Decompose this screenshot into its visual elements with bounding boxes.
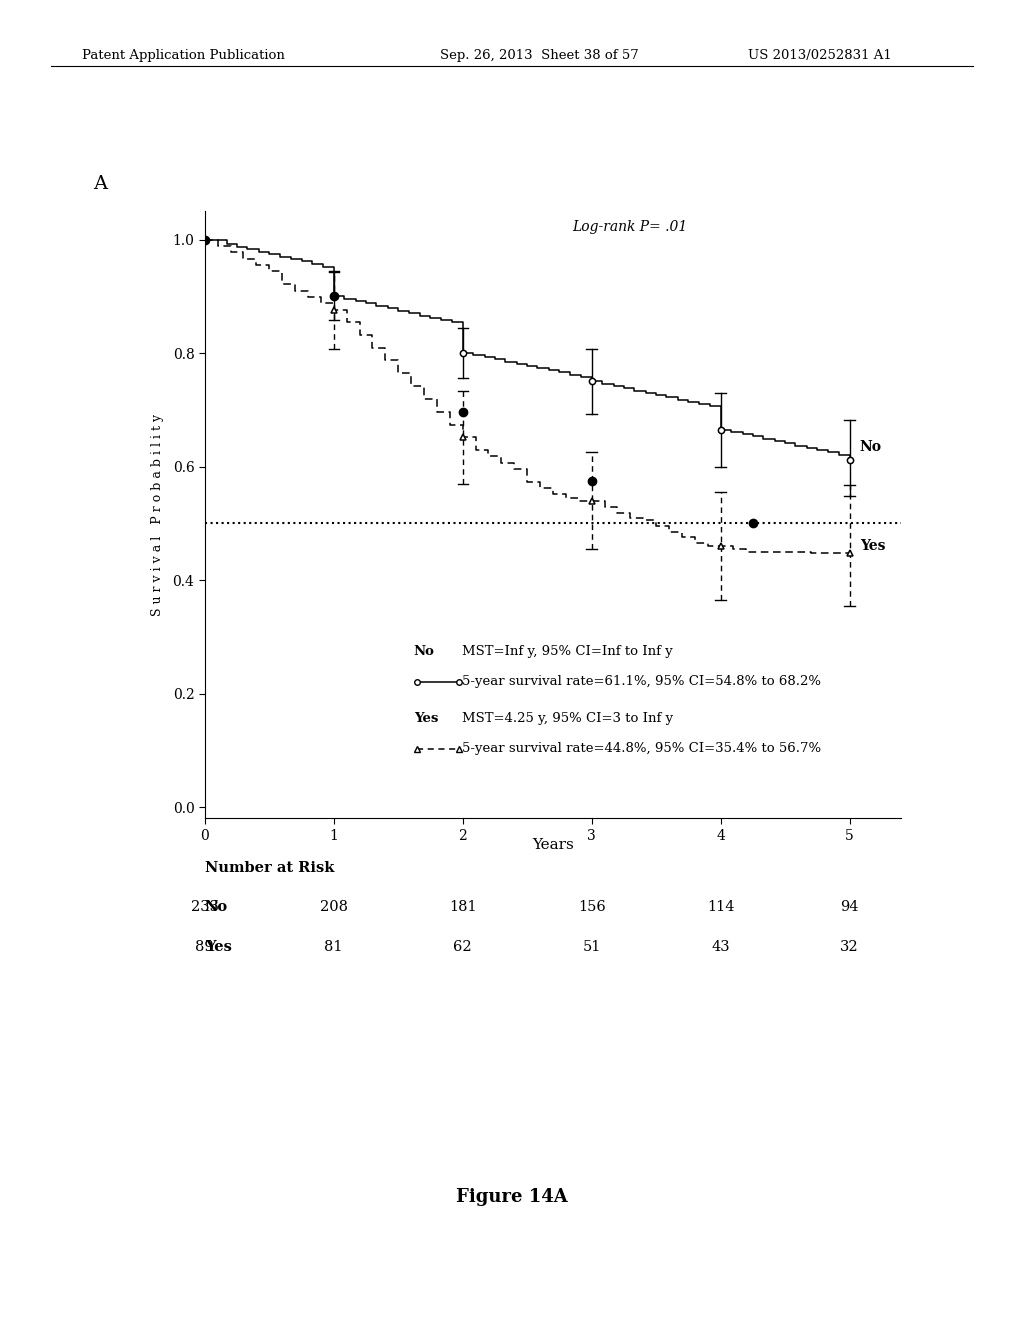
Text: 89: 89: [196, 940, 214, 954]
Text: Yes: Yes: [414, 713, 438, 725]
Text: No: No: [860, 440, 882, 454]
Text: 233: 233: [190, 900, 219, 915]
Text: 5-year survival rate=61.1%, 95% CI=54.8% to 68.2%: 5-year survival rate=61.1%, 95% CI=54.8%…: [463, 676, 821, 688]
Text: 208: 208: [319, 900, 348, 915]
Text: Number at Risk: Number at Risk: [205, 861, 334, 875]
Text: 5-year survival rate=44.8%, 95% CI=35.4% to 56.7%: 5-year survival rate=44.8%, 95% CI=35.4%…: [463, 742, 821, 755]
Text: Figure 14A: Figure 14A: [456, 1188, 568, 1206]
Text: 62: 62: [454, 940, 472, 954]
Text: Patent Application Publication: Patent Application Publication: [82, 49, 285, 62]
Text: 51: 51: [583, 940, 601, 954]
Text: 81: 81: [325, 940, 343, 954]
Text: MST=4.25 y, 95% CI=3 to Inf y: MST=4.25 y, 95% CI=3 to Inf y: [463, 713, 674, 725]
Text: 181: 181: [449, 900, 476, 915]
Text: Yes: Yes: [860, 539, 886, 553]
Text: US 2013/0252831 A1: US 2013/0252831 A1: [748, 49, 891, 62]
Text: MST=Inf y, 95% CI=Inf to Inf y: MST=Inf y, 95% CI=Inf to Inf y: [463, 645, 673, 659]
Text: Sep. 26, 2013  Sheet 38 of 57: Sep. 26, 2013 Sheet 38 of 57: [440, 49, 639, 62]
Text: Log-rank P= .01: Log-rank P= .01: [572, 220, 687, 234]
Text: 32: 32: [841, 940, 859, 954]
Text: A: A: [93, 174, 108, 193]
Text: 114: 114: [707, 900, 734, 915]
Text: 94: 94: [841, 900, 859, 915]
Text: No: No: [414, 645, 434, 659]
Text: 156: 156: [578, 900, 605, 915]
Text: Years: Years: [532, 838, 573, 853]
Text: Yes: Yes: [205, 940, 231, 954]
Text: 43: 43: [712, 940, 730, 954]
Y-axis label: S u r v i v a l   P r o b a b i l i t y: S u r v i v a l P r o b a b i l i t y: [152, 413, 164, 616]
Text: No: No: [205, 900, 228, 915]
